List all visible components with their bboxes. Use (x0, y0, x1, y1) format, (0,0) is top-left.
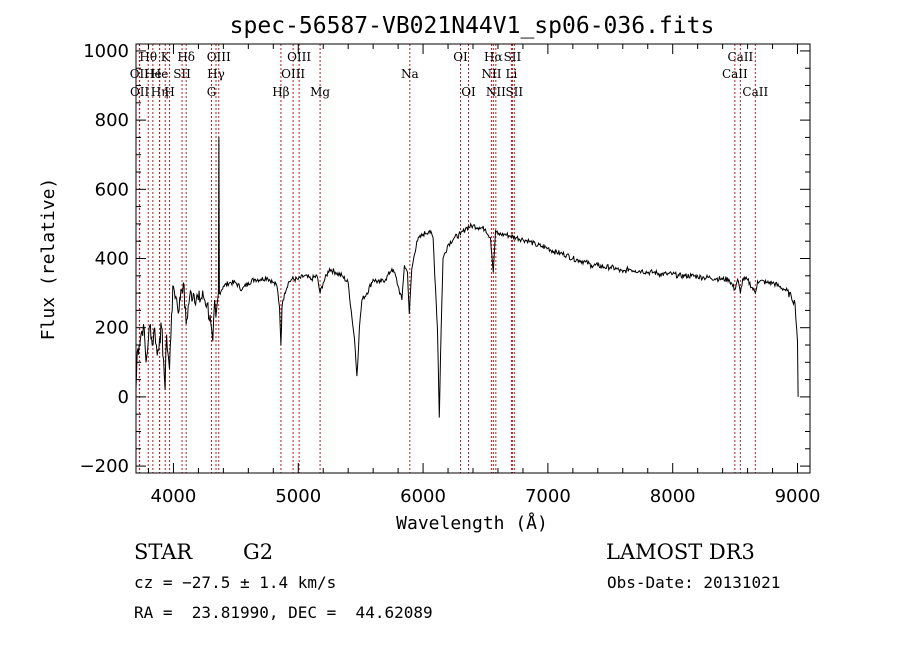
line-label: Hη (151, 85, 169, 99)
y-tick-label: 400 (95, 249, 129, 270)
spectrum-chart: spec-56587-VB021N44V1_sp06-036.fits Hθ OI… (38, 13, 821, 534)
line-label: Hβ (272, 85, 289, 99)
line-label: OIII (281, 67, 305, 81)
line-label: OI (461, 85, 476, 99)
line-label: OIII (207, 50, 231, 64)
plot-frame (135, 43, 811, 474)
x-tick-label: 7000 (525, 486, 571, 507)
object-class: STAR (134, 540, 193, 564)
redshift-cz: cz = −27.5 ± 1.4 km/s (134, 573, 337, 592)
survey-name: LAMOST DR3 (606, 540, 755, 564)
y-axis-ticks: −200 0 200 400 600 800 1000 (80, 41, 810, 477)
line-label: CaII (742, 85, 768, 99)
y-tick-label: 800 (95, 110, 129, 131)
object-subclass: G2 (243, 540, 274, 564)
line-label: Mg (310, 85, 330, 99)
y-tick-label: 1000 (83, 41, 129, 62)
line-label: NII (486, 85, 506, 99)
x-axis-ticks: 4000 5000 6000 7000 8000 9000 (147, 44, 821, 507)
line-label: H (164, 85, 174, 99)
y-axis-label: Flux (relative) (38, 178, 59, 341)
x-axis-label: Wavelength (Å) (396, 512, 548, 534)
y-tick-label: 200 (95, 318, 129, 339)
line-label: K (161, 50, 171, 64)
line-label: Li (506, 67, 518, 81)
y-tick-label: 0 (118, 387, 129, 408)
line-label: Hγ (207, 67, 225, 81)
line-label: OII (130, 67, 150, 81)
ra-dec-coordinates: RA = 23.81990, DEC = 44.62089 (134, 603, 433, 622)
line-label: He (144, 67, 162, 81)
line-label: Hδ (177, 50, 195, 64)
line-label: G (207, 85, 217, 99)
line-label: SII (505, 85, 523, 99)
line-label: Hα (484, 50, 503, 64)
x-tick-label: 4000 (151, 486, 197, 507)
x-tick-label: 5000 (275, 486, 321, 507)
line-label: OI (453, 50, 468, 64)
x-tick-label: 8000 (650, 486, 696, 507)
line-label: OIII (287, 50, 311, 64)
observation-date: Obs-Date: 20131021 (607, 573, 781, 592)
line-label: OII (130, 85, 150, 99)
spectrum-line (135, 137, 799, 418)
emission-line-markers (138, 44, 756, 473)
line-label: NII (481, 67, 501, 81)
line-label: Na (401, 67, 419, 81)
line-label: SII (173, 67, 191, 81)
line-label: Hθ (139, 50, 157, 64)
x-tick-label: 6000 (400, 486, 446, 507)
line-label: He (151, 67, 169, 81)
line-label: CaII (727, 50, 753, 64)
y-tick-label: −200 (80, 456, 129, 477)
line-label: SII (504, 50, 522, 64)
x-tick-label: 9000 (775, 486, 821, 507)
line-label: CaII (722, 67, 748, 81)
chart-title: spec-56587-VB021N44V1_sp06-036.fits (230, 13, 715, 39)
y-tick-label: 600 (95, 179, 129, 200)
